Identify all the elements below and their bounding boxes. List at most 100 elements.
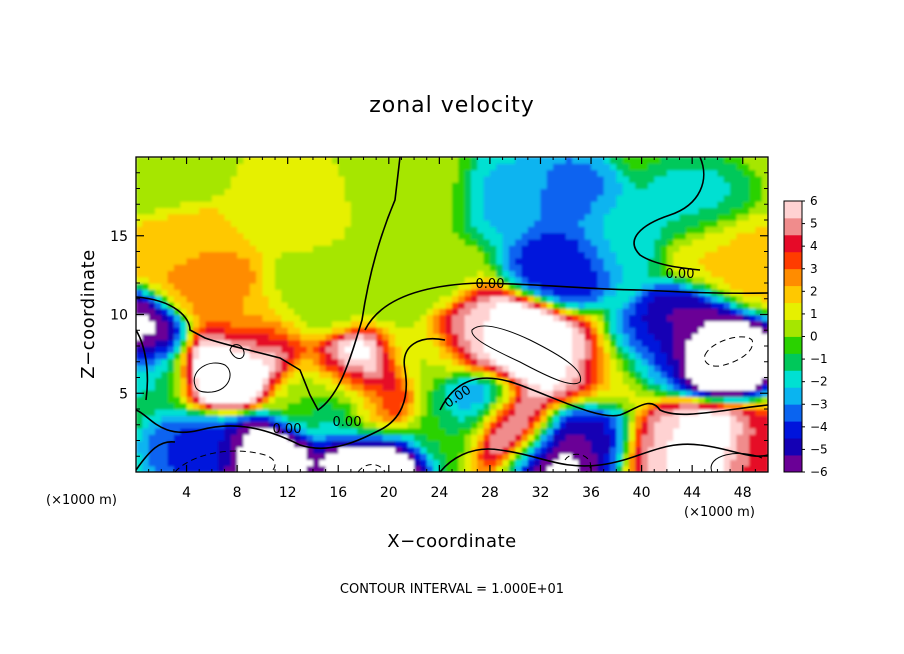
- heatmap-cell: [477, 383, 485, 391]
- heatmap-cell: [224, 245, 232, 253]
- heatmap-cell: [414, 188, 421, 196]
- heatmap-cell: [711, 245, 719, 253]
- heatmap-cell: [420, 333, 428, 341]
- heatmap-cell: [597, 301, 605, 309]
- heatmap-cell: [218, 194, 226, 202]
- heatmap-cell: [319, 364, 327, 372]
- heatmap-cell: [711, 232, 719, 240]
- heatmap-cell: [256, 201, 263, 208]
- heatmap-cell: [717, 364, 725, 372]
- heatmap-cell: [344, 283, 352, 290]
- heatmap-cell: [666, 276, 674, 284]
- heatmap-cell: [502, 415, 510, 423]
- heatmap-cell: [603, 226, 611, 234]
- heatmap-cell: [534, 238, 542, 246]
- heatmap-cell: [508, 289, 516, 297]
- heatmap-cell: [312, 459, 320, 467]
- heatmap-cell: [496, 182, 504, 190]
- heatmap-cell: [338, 188, 346, 196]
- heatmap-cell: [420, 207, 428, 215]
- heatmap-cell: [331, 232, 339, 240]
- heatmap-cell: [325, 352, 333, 360]
- heatmap-cell: [452, 459, 459, 467]
- heatmap-cell: [401, 320, 409, 328]
- heatmap-cell: [439, 276, 447, 284]
- heatmap-cell: [660, 301, 668, 309]
- heatmap-cell: [654, 257, 662, 265]
- heatmap-cell: [148, 383, 156, 391]
- heatmap-cell: [603, 352, 611, 360]
- heatmap-cell: [180, 163, 188, 171]
- heatmap-cell: [572, 238, 579, 246]
- heatmap-cell: [357, 333, 365, 341]
- heatmap-cell: [230, 308, 238, 316]
- heatmap-cell: [622, 377, 630, 385]
- heatmap-cell: [489, 182, 497, 190]
- heatmap-cell: [363, 453, 371, 460]
- heatmap-cell: [527, 396, 535, 404]
- heatmap-cell: [628, 339, 636, 347]
- heatmap-cell: [249, 213, 257, 221]
- heatmap-cell: [136, 213, 143, 221]
- heatmap-cell: [736, 346, 744, 353]
- heatmap-cell: [199, 358, 207, 366]
- heatmap-cell: [287, 390, 295, 397]
- heatmap-cell: [192, 409, 200, 416]
- heatmap-cell: [622, 320, 630, 328]
- heatmap-cell: [388, 415, 396, 423]
- heatmap-cell: [685, 427, 693, 435]
- heatmap-cell: [407, 163, 415, 171]
- heatmap-cell: [243, 339, 251, 347]
- heatmap-cell: [262, 358, 270, 366]
- heatmap-cell: [496, 352, 504, 360]
- heatmap-cell: [142, 157, 150, 164]
- heatmap-cell: [641, 358, 649, 366]
- heatmap-cell: [205, 446, 213, 454]
- heatmap-cell: [306, 352, 314, 360]
- heatmap-cell: [256, 364, 263, 372]
- heatmap-cell: [167, 175, 175, 183]
- heatmap-cell: [502, 390, 510, 397]
- heatmap-cell: [717, 459, 725, 467]
- heatmap-cell: [534, 440, 542, 448]
- heatmap-cell: [230, 465, 238, 472]
- heatmap-cell: [268, 163, 276, 171]
- heatmap-cell: [433, 301, 440, 309]
- heatmap-cell: [395, 327, 403, 334]
- heatmap-cell: [426, 194, 434, 202]
- heatmap-cell: [489, 220, 497, 227]
- heatmap-cell: [749, 182, 756, 190]
- heatmap-cell: [704, 251, 712, 259]
- heatmap-cell: [205, 163, 213, 171]
- heatmap-cell: [199, 220, 207, 227]
- heatmap-cell: [382, 396, 390, 404]
- heatmap-cell: [546, 314, 554, 322]
- heatmap-cell: [287, 270, 295, 278]
- heatmap-cell: [489, 396, 497, 404]
- heatmap-cell: [319, 251, 327, 259]
- heatmap-cell: [515, 339, 523, 347]
- heatmap-cell: [414, 352, 421, 360]
- heatmap-cell: [477, 364, 485, 372]
- heatmap-cell: [553, 327, 561, 334]
- heatmap-cell: [452, 364, 459, 372]
- heatmap-cell: [344, 251, 352, 259]
- heatmap-cell: [679, 251, 687, 259]
- heatmap-cell: [401, 270, 409, 278]
- heatmap-cell: [338, 327, 346, 334]
- heatmap-cell: [477, 396, 485, 404]
- heatmap-cell: [205, 276, 213, 284]
- heatmap-cell: [578, 358, 586, 366]
- heatmap-cell: [603, 333, 611, 341]
- heatmap-cell: [736, 264, 744, 271]
- heatmap-cell: [749, 327, 756, 334]
- heatmap-cell: [723, 371, 731, 379]
- heatmap-cell: [180, 383, 188, 391]
- heatmap-cell: [730, 232, 737, 240]
- heatmap-cell: [211, 453, 219, 460]
- heatmap-cell: [711, 213, 719, 221]
- heatmap-cell: [433, 383, 440, 391]
- heatmap-cell: [376, 264, 384, 271]
- heatmap-cell: [325, 371, 333, 379]
- heatmap-cell: [553, 289, 561, 297]
